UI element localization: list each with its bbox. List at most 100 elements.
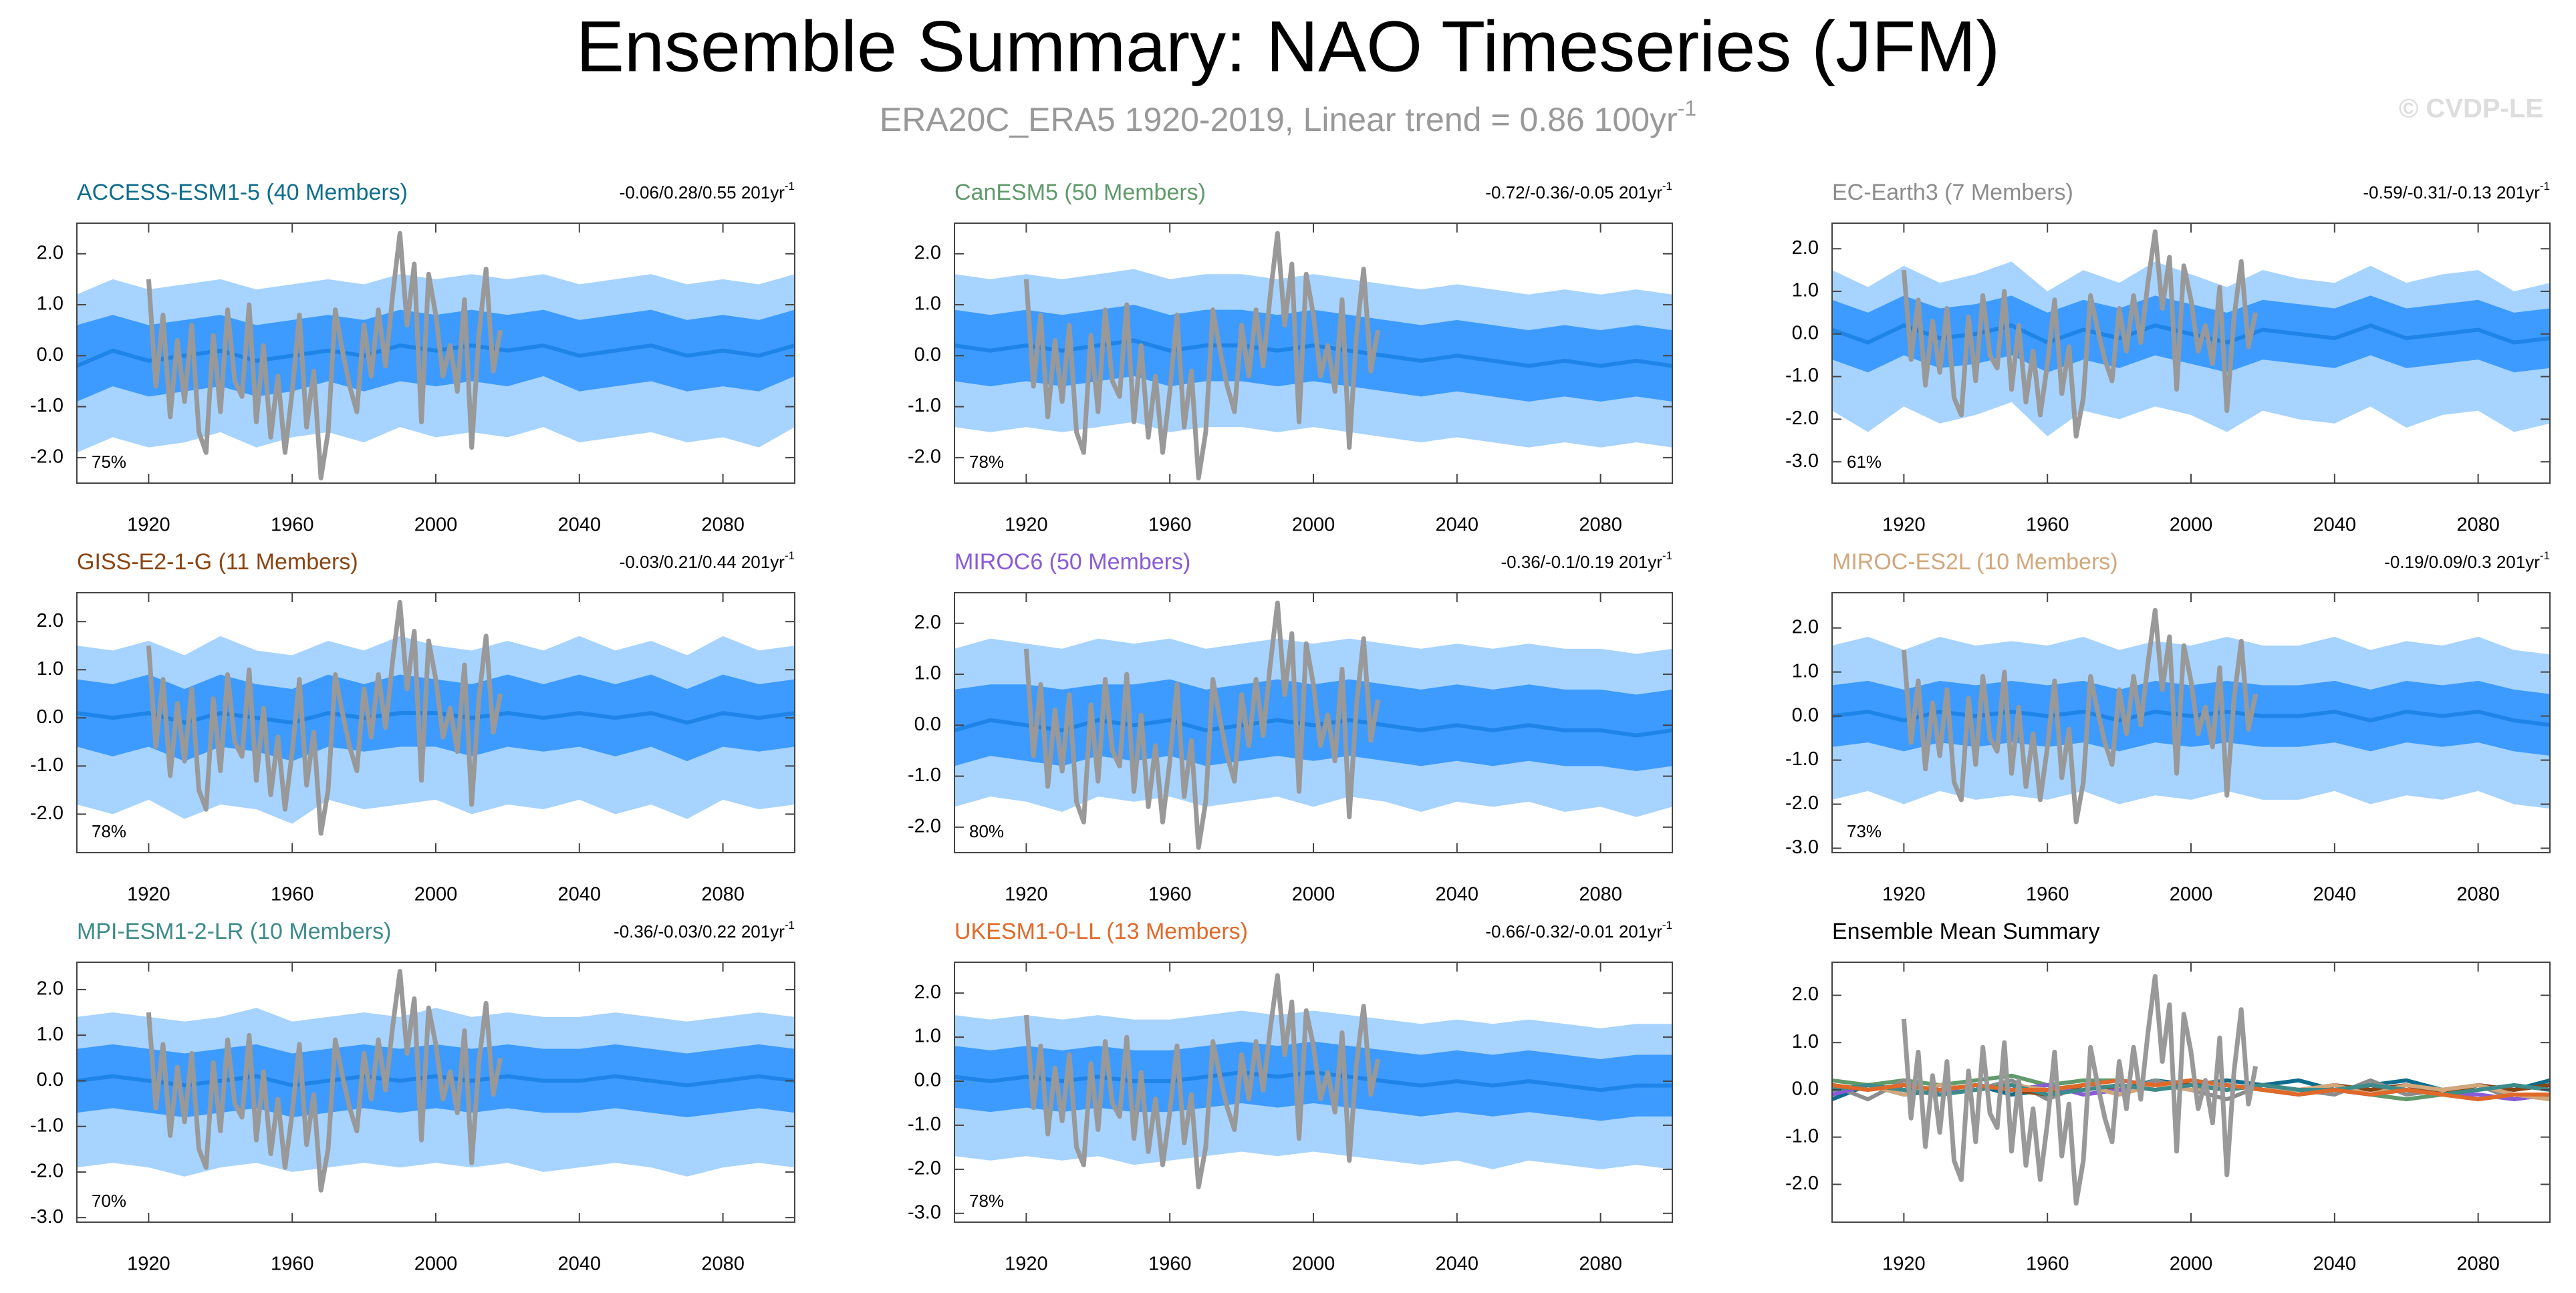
y-tick-label: -2.0 <box>30 1161 63 1182</box>
x-tick-label: 1920 <box>127 1254 170 1275</box>
x-tick-label: 2040 <box>1436 515 1479 536</box>
panel-title: UKESM1-0-LL (13 Members) <box>954 919 1248 944</box>
panel-title: ACCESS-ESM1-5 (40 Members) <box>77 180 408 205</box>
y-tick-label: 0.0 <box>1792 322 1819 343</box>
x-tick-label: 2080 <box>1579 515 1622 536</box>
trend-exponent: -1 <box>785 919 795 931</box>
trend-text: -0.66/-0.32/-0.01 201yr <box>1485 921 1662 942</box>
y-tick-label: -2.0 <box>1785 408 1819 429</box>
x-tick-label: 1920 <box>1882 515 1926 536</box>
ensemble-band <box>954 305 1672 402</box>
observed-line <box>1023 600 1381 850</box>
plot-area <box>77 231 795 480</box>
ensemble-mean-line <box>954 718 1672 738</box>
panel: MIROC-ES2L (10 Members) -0.19/0.09/0.3 20… <box>1785 549 2551 905</box>
trend-text: -0.59/-0.31/-0.13 201yr <box>2363 182 2540 202</box>
x-tick-label: 2000 <box>414 1254 458 1275</box>
ensemble-mean-line <box>77 343 795 368</box>
trend-exponent: -1 <box>1662 919 1672 931</box>
x-tick-label: 2040 <box>558 884 602 905</box>
y-tick-label: 0.0 <box>1792 704 1819 726</box>
panel-title: EC-Earth3 (7 Members) <box>1832 180 2073 205</box>
trend-text: -0.06/0.28/0.55 201yr <box>620 182 785 202</box>
y-tick-label: 2.0 <box>1792 616 1819 637</box>
trend-exponent: -1 <box>1662 180 1672 192</box>
x-tick-label: 2000 <box>2170 884 2213 905</box>
y-tick-label: 2.0 <box>37 242 63 263</box>
trend-label: -0.06/0.28/0.55 201yr-1 <box>620 180 795 202</box>
y-tick-label: 1.0 <box>1792 1031 1819 1052</box>
panel: ACCESS-ESM1-5 (40 Members) -0.06/0.28/0.5… <box>30 180 795 536</box>
y-tick-label: -1.0 <box>30 754 63 776</box>
x-tick-label: 1960 <box>2026 515 2069 536</box>
y-tick-label: -3.0 <box>1785 837 1819 858</box>
y-tick-label: 1.0 <box>37 293 63 315</box>
y-tick-label: 1.0 <box>37 658 63 680</box>
x-tick-label: 2000 <box>1292 515 1335 536</box>
plot-area <box>1832 974 2550 1206</box>
trend-label: -0.66/-0.32/-0.01 201yr-1 <box>1485 919 1672 941</box>
y-tick-label: 2.0 <box>37 978 63 1000</box>
annotation: 73% <box>1847 821 1882 841</box>
panel: Ensemble Mean Summary 2.0 1.0 0.0 -1.0 -2.0 19… <box>1785 919 2551 1275</box>
y-tick-label: 1.0 <box>914 293 941 315</box>
x-tick-label: 1960 <box>1148 515 1192 536</box>
observed-line <box>1023 973 1381 1189</box>
x-tick-label: 2080 <box>701 1254 745 1275</box>
y-tick-label: 2.0 <box>37 610 63 631</box>
y-tick-label: 0.0 <box>914 344 941 366</box>
x-tick-label: 1960 <box>271 1254 314 1275</box>
plot-area <box>77 969 795 1193</box>
y-tick-label: -2.0 <box>30 803 63 824</box>
ensemble-band <box>77 674 795 762</box>
y-tick-label: 2.0 <box>914 611 941 633</box>
annotation: 78% <box>969 452 1004 472</box>
y-tick-label: -3.0 <box>1785 450 1819 472</box>
trend-text: -0.03/0.21/0.44 201yr <box>620 552 785 572</box>
panel: UKESM1-0-LL (13 Members) -0.66/-0.32/-0.0… <box>908 919 1673 1275</box>
trend-text: -0.36/-0.03/0.22 201yr <box>614 921 785 942</box>
ensemble-band <box>77 309 795 402</box>
y-tick-label: 1.0 <box>914 1026 941 1047</box>
y-tick-label: 1.0 <box>914 663 941 684</box>
trend-text: -0.19/0.09/0.3 201yr <box>2384 552 2540 572</box>
x-tick-label: 1920 <box>1005 515 1048 536</box>
panel: MIROC6 (50 Members) -0.36/-0.1/0.19 201yr… <box>908 549 1673 905</box>
panel: MPI-ESM1-2-LR (10 Members) -0.36/-0.03/0.… <box>30 919 795 1275</box>
trend-label: -0.36/-0.03/0.22 201yr-1 <box>614 919 795 941</box>
y-tick-label: -2.0 <box>908 1158 941 1179</box>
x-tick-label: 2040 <box>558 515 602 536</box>
x-tick-label: 2040 <box>558 1254 602 1275</box>
trend-text: -0.72/-0.36/-0.05 201yr <box>1485 182 1662 202</box>
figure-title: Ensemble Summary: NAO Timeseries (JFM) <box>576 6 2000 87</box>
x-tick-label: 1920 <box>127 515 170 536</box>
panel-title: MIROC-ES2L (10 Members) <box>1832 549 2118 575</box>
subtitle-text: ERA20C_ERA5 1920-2019, Linear trend = 0.… <box>880 101 1678 138</box>
plot-area <box>1832 229 2550 439</box>
ensemble-mean-line <box>1832 323 2550 345</box>
y-tick-label: 0.0 <box>914 1070 941 1091</box>
x-tick-label: 1960 <box>1148 1254 1192 1275</box>
y-tick-label: -1.0 <box>30 395 63 416</box>
ensemble-mean-line <box>77 711 795 725</box>
plot-area <box>77 599 795 836</box>
observed-line <box>1901 607 2259 825</box>
trend-label: -0.72/-0.36/-0.05 201yr-1 <box>1485 180 1672 202</box>
trend-text: -0.36/-0.1/0.19 201yr <box>1501 552 1662 572</box>
y-tick-label: 1.0 <box>1792 660 1819 682</box>
y-tick-label: -2.0 <box>1785 1173 1819 1194</box>
trend-label: -0.03/0.21/0.44 201yr-1 <box>620 549 795 571</box>
x-tick-label: 2080 <box>1579 884 1622 905</box>
y-tick-label: -3.0 <box>908 1201 941 1223</box>
trend-label: -0.19/0.09/0.3 201yr-1 <box>2384 549 2550 571</box>
plot-area <box>954 231 1672 480</box>
observed-line <box>1023 231 1381 480</box>
y-tick-label: -2.0 <box>908 446 941 468</box>
y-tick-label: 1.0 <box>37 1024 63 1045</box>
y-tick-label: -3.0 <box>30 1206 63 1228</box>
trend-exponent: -1 <box>1662 549 1672 562</box>
y-tick-label: -2.0 <box>30 446 63 468</box>
x-tick-label: 2040 <box>1436 1254 1479 1275</box>
